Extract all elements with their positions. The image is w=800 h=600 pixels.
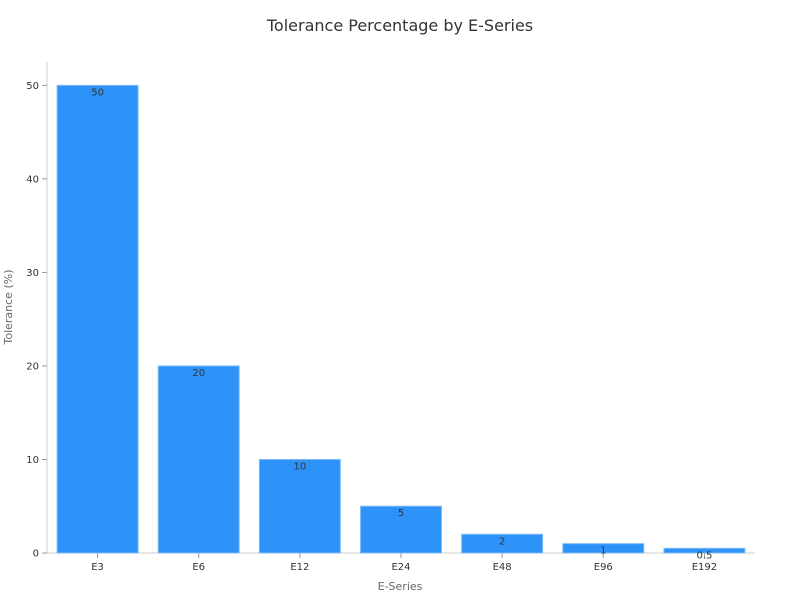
bar [157, 365, 240, 554]
x-tick-label: E48 [493, 562, 512, 573]
y-tick-label: 50 [26, 81, 39, 92]
y-tick-label: 30 [26, 268, 39, 279]
x-tick-label: E3 [91, 562, 104, 573]
bar-data-label: 50 [91, 87, 104, 98]
bar-data-label: 10 [293, 461, 306, 472]
bar [56, 84, 139, 554]
y-tick-label: 40 [26, 174, 39, 185]
bar-data-label: 20 [192, 368, 205, 379]
x-tick-label: E6 [192, 562, 205, 573]
y-tick-label: 20 [26, 361, 39, 372]
bar [360, 505, 442, 554]
x-tick-label: E96 [594, 562, 613, 573]
bar-data-label: 5 [398, 508, 404, 519]
x-tick-label: E24 [391, 562, 410, 573]
x-tick-label: E12 [290, 562, 309, 573]
x-axis-label: E-Series [378, 580, 423, 593]
y-axis-label: Tolerance (%) [2, 270, 15, 346]
bar-data-label: 1 [600, 546, 606, 557]
y-tick-label: 0 [33, 549, 39, 560]
y-tick-label: 10 [26, 455, 39, 466]
bar-data-label: 2 [499, 536, 505, 547]
x-tick-label: E192 [692, 562, 717, 573]
bar-data-label: 0.5 [696, 550, 712, 561]
plot-area: 0 10 20 30 40 50 E3 50 E6 20 E12 10 E24 5 E48 2 E96 1 E192… [26, 62, 755, 573]
chart-title: Tolerance Percentage by E-Series [266, 16, 533, 35]
bar [258, 458, 341, 554]
